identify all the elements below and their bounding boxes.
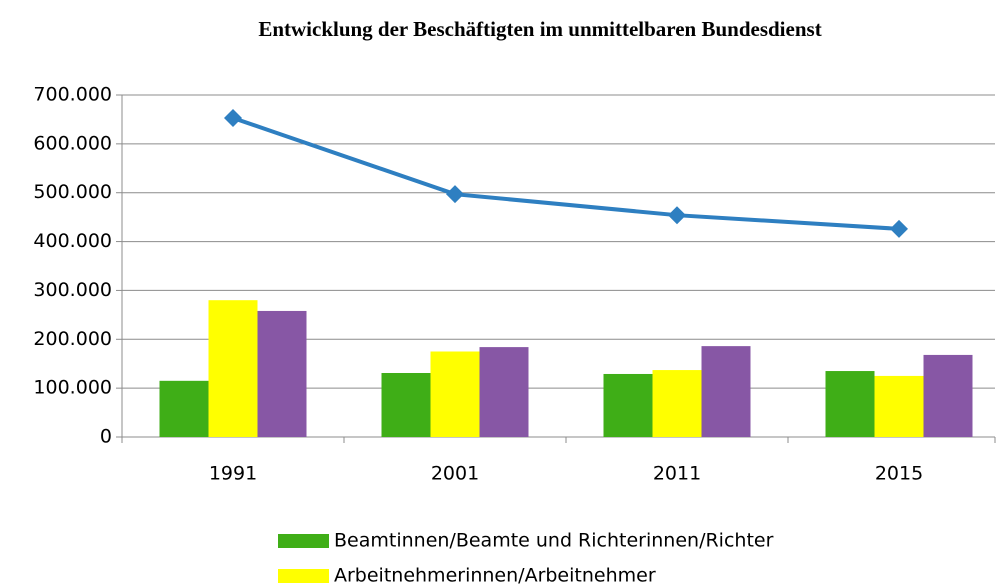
bar: [430, 351, 480, 437]
bar: [257, 310, 307, 437]
bar: [208, 300, 258, 437]
bar: [381, 372, 431, 437]
bar: [701, 346, 751, 437]
legend-label: Arbeitnehmerinnen/Arbeitnehmer: [334, 565, 656, 585]
bar: [479, 347, 529, 437]
y-tick-label: 700.000: [33, 84, 112, 106]
line-marker: [446, 185, 464, 204]
legend-swatch: [278, 534, 329, 548]
y-tick-label: 0: [100, 426, 112, 448]
x-tick-label: 2011: [653, 463, 701, 485]
bar: [874, 375, 924, 437]
bar: [923, 354, 973, 437]
bar: [159, 380, 209, 437]
y-tick-label: 200.000: [33, 328, 112, 350]
legend-label: Beamtinnen/Beamte und Richterinnen/Richt…: [334, 530, 774, 552]
bar: [825, 371, 875, 437]
line-marker: [668, 206, 686, 225]
y-tick-label: 600.000: [33, 132, 112, 154]
x-tick-label: 1991: [209, 463, 257, 485]
y-tick-label: 300.000: [33, 279, 112, 301]
y-tick-label: 400.000: [33, 230, 112, 252]
y-tick-label: 500.000: [33, 181, 112, 203]
line-marker: [890, 219, 908, 238]
line-marker: [224, 108, 242, 127]
x-tick-label: 2015: [875, 463, 923, 485]
x-tick-label: 2001: [431, 463, 479, 485]
bar: [603, 373, 653, 437]
chart-title: Entwicklung der Beschäftigten im unmitte…: [258, 17, 821, 41]
bar: [652, 370, 702, 437]
line: [232, 116, 900, 231]
y-tick-label: 100.000: [33, 377, 112, 399]
legend-swatch: [278, 569, 329, 583]
